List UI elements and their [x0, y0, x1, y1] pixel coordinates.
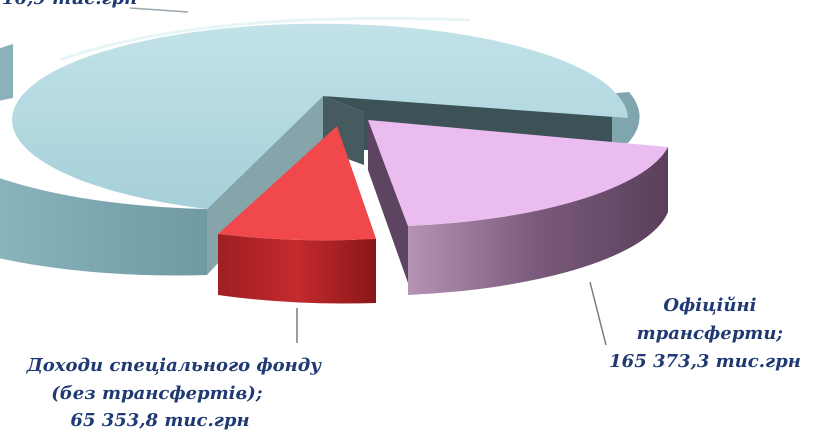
slice-label-2: Доходи спеціального фонду (без трансферт…: [26, 355, 328, 431]
slice-label-2-line-0: Доходи спеціального фонду: [26, 355, 323, 376]
slice-2-outer-wall: [218, 234, 376, 304]
pie-slice-2: [218, 126, 376, 304]
slice-1-side-wall: [368, 120, 408, 283]
slice-label-1-line-2: 165 373,3 тис.грн: [609, 351, 801, 372]
slice-2-top: [218, 126, 376, 241]
slice-label-1: Офіційні трансферти; 165 373,3 тис.грн: [609, 295, 801, 372]
slice-label-1-line-0: Офіційні: [663, 295, 756, 316]
slice-label-2-line-2: 65 353,8 тис.грн: [70, 410, 249, 431]
slice-label-2-line-1: (без трансфертів);: [51, 383, 262, 404]
slice-1-outer-wall: [408, 147, 668, 295]
leader-line-1: [589, 281, 607, 346]
pie-slice-1: [368, 120, 668, 295]
slice-label-0-line-1: 16,9 тис.грн: [2, 0, 137, 9]
slice-label-1-line-1: трансферти;: [637, 323, 783, 344]
leader-line-0: [129, 7, 189, 13]
slice-1-top: [368, 120, 668, 226]
slice-0-outer-wall: [0, 44, 207, 276]
slice-0-top-highlight: [59, 16, 471, 62]
slice-0-top: [12, 23, 628, 209]
slice-label-0: 16,9 тис.грн: [2, 0, 137, 9]
